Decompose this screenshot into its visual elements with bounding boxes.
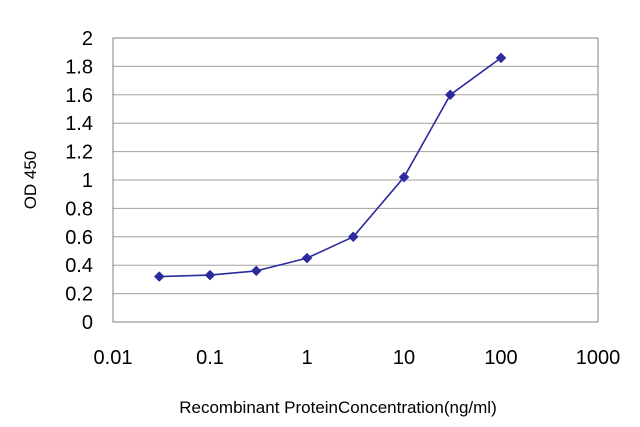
x-tick-label: 0.01	[94, 347, 133, 369]
data-point-marker	[250, 265, 262, 277]
y-tick-label: 0	[82, 312, 93, 334]
y-tick-label: 1.6	[65, 85, 93, 107]
y-tick-label: 1.2	[65, 142, 93, 164]
series-line	[159, 57, 502, 278]
y-tick-label: 0.6	[65, 227, 93, 249]
x-tick-label: 10	[393, 347, 415, 369]
y-tick-label: 2	[82, 28, 93, 50]
x-tick-label: 1000	[576, 347, 621, 369]
data-series	[153, 52, 507, 282]
data-point-marker	[347, 231, 359, 243]
x-tick-label: 100	[484, 347, 517, 369]
data-point-marker	[398, 171, 410, 183]
y-axis-label: OD 450	[21, 151, 40, 210]
y-tick-label: 0.4	[65, 255, 93, 277]
y-tick-label: 0.2	[65, 284, 93, 306]
data-point-marker	[444, 89, 456, 101]
y-axis-tick-labels: 0 0.2 0.4 0.6 0.8 1 1.2 1.4 1.6 1.8 2	[65, 28, 93, 334]
x-tick-label: 1	[301, 347, 312, 369]
data-point-marker	[153, 271, 165, 282]
x-tick-label: 0.1	[196, 347, 224, 369]
data-point-marker	[301, 252, 313, 264]
plot-area-frame	[112, 37, 599, 323]
data-point-marker	[495, 52, 507, 64]
data-point-marker	[204, 269, 216, 281]
y-tick-label: 1.8	[65, 56, 93, 78]
gridlines	[113, 65, 598, 295]
y-tick-label: 1	[82, 170, 93, 192]
y-tick-label: 0.8	[65, 198, 93, 220]
x-axis-tick-labels: 0.01 0.1 1 10 100 1000	[94, 347, 621, 369]
x-axis-label: Recombinant ProteinConcentration(ng/ml)	[179, 398, 497, 417]
y-tick-label: 1.4	[65, 113, 93, 135]
